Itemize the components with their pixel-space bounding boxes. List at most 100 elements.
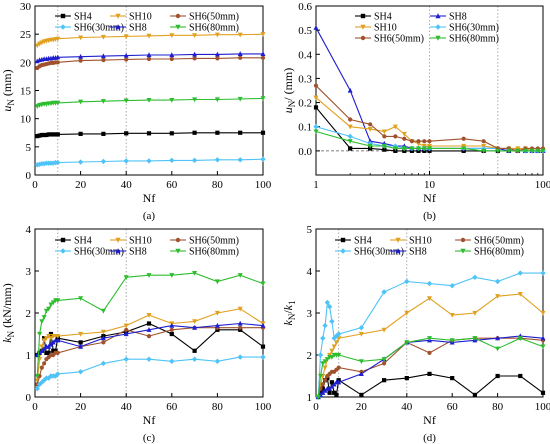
- data-point: [427, 350, 432, 355]
- data-point: [348, 146, 353, 151]
- legend-item: SH6(50mm): [170, 12, 239, 23]
- legend-label: SH6(50mm): [474, 236, 524, 247]
- data-point: [336, 331, 342, 337]
- data-point: [320, 386, 325, 391]
- data-point: [329, 380, 334, 385]
- data-point: [336, 379, 342, 385]
- y-tick-label: 2: [26, 308, 32, 320]
- x-tick-label: 60: [447, 401, 459, 413]
- data-point: [123, 331, 129, 337]
- data-point: [123, 34, 129, 40]
- data-point: [100, 158, 107, 165]
- x-axis-title: Nf: [143, 191, 156, 205]
- data-point: [540, 310, 546, 316]
- data-point: [78, 35, 84, 41]
- data-point: [146, 97, 152, 103]
- legend-marker: [115, 237, 121, 243]
- data-point: [169, 327, 174, 332]
- data-point: [55, 337, 61, 343]
- legend-marker: [60, 13, 66, 19]
- data-point: [55, 298, 61, 304]
- legend-item: SH6(80mm): [430, 34, 499, 45]
- y-axis-title: kN/k1: [281, 301, 297, 326]
- data-point: [427, 146, 432, 152]
- panel-c: 0 20 40 60 80 100 0 1 2 3 4 SH4 SH10 SH6(50mm) SH6(30m…: [0, 224, 272, 444]
- data-point: [44, 132, 49, 138]
- data-point: [427, 371, 432, 376]
- series-SH8: [34, 320, 266, 358]
- data-point: [472, 336, 478, 341]
- data-point: [481, 148, 487, 154]
- data-point: [404, 376, 409, 381]
- series-SH6(80mm): [34, 271, 266, 379]
- legend-label: SH10: [129, 12, 152, 23]
- legend-item: SH6(50mm): [170, 236, 239, 247]
- y-axis-title: uN (mm): [0, 69, 16, 111]
- legend: SH4 SH10 SH6(50mm) SH6(30mm) SH8 SH6(80mm): [55, 12, 239, 34]
- data-point: [348, 117, 353, 122]
- data-point: [146, 56, 152, 62]
- data-point: [146, 321, 152, 326]
- data-point: [358, 359, 364, 364]
- data-point: [100, 99, 106, 104]
- data-point: [50, 300, 56, 306]
- y-tick-label: 3: [307, 308, 313, 320]
- data-point: [238, 55, 243, 60]
- data-point: [320, 361, 326, 367]
- series-line: [317, 272, 543, 398]
- data-point: [237, 306, 243, 312]
- legend-marker: [175, 237, 181, 243]
- data-point: [358, 325, 365, 331]
- legend-item: SH10: [390, 236, 432, 247]
- data-point: [192, 97, 198, 103]
- data-point: [100, 329, 106, 335]
- y-tick-label: 1: [307, 392, 313, 404]
- y-tick-label: 0.5: [298, 25, 312, 37]
- data-point: [123, 356, 129, 362]
- data-point: [215, 130, 220, 135]
- x-axis-title: Nf: [143, 413, 156, 427]
- legend-marker: [175, 24, 181, 30]
- data-point: [327, 390, 332, 395]
- legend-item: SH6(80mm): [170, 23, 239, 34]
- data-point: [123, 98, 129, 104]
- legend-label: SH6(80mm): [189, 247, 239, 258]
- legend-marker: [435, 24, 441, 30]
- legend-item: SH10: [110, 12, 152, 23]
- data-point: [192, 319, 198, 325]
- series-line: [317, 293, 544, 398]
- legend-item: SH4: [55, 236, 92, 247]
- legend-item: SH6(50mm): [355, 34, 424, 45]
- x-tick-label: 0: [32, 401, 38, 413]
- data-point: [55, 36, 61, 42]
- data-point: [237, 320, 243, 326]
- data-point: [78, 54, 84, 59]
- data-point: [347, 139, 353, 144]
- legend-marker: [395, 237, 401, 243]
- data-point: [402, 136, 407, 141]
- data-point: [55, 350, 60, 355]
- legend-label: SH6(50mm): [374, 34, 424, 45]
- data-point: [540, 335, 546, 341]
- data-point: [260, 55, 266, 60]
- data-point: [495, 294, 501, 299]
- data-point: [55, 100, 61, 106]
- legend-marker: [340, 248, 346, 254]
- data-point: [46, 306, 52, 312]
- legend-item: SH6(30mm): [430, 23, 499, 34]
- data-point: [52, 373, 59, 379]
- x-tick-label: 10: [424, 179, 436, 191]
- x-tick-label: 100: [535, 179, 550, 191]
- data-point: [347, 133, 353, 140]
- y-tick-label: 25: [20, 29, 32, 41]
- data-point: [78, 331, 84, 337]
- legend-label: SH8: [129, 23, 147, 34]
- data-point: [169, 97, 175, 103]
- data-point: [192, 325, 198, 330]
- data-point: [123, 52, 129, 58]
- data-point: [367, 138, 373, 144]
- data-point: [100, 308, 106, 314]
- data-point: [313, 25, 319, 30]
- legend-label: SH10: [129, 236, 152, 247]
- y-tick-label: 5: [26, 142, 32, 154]
